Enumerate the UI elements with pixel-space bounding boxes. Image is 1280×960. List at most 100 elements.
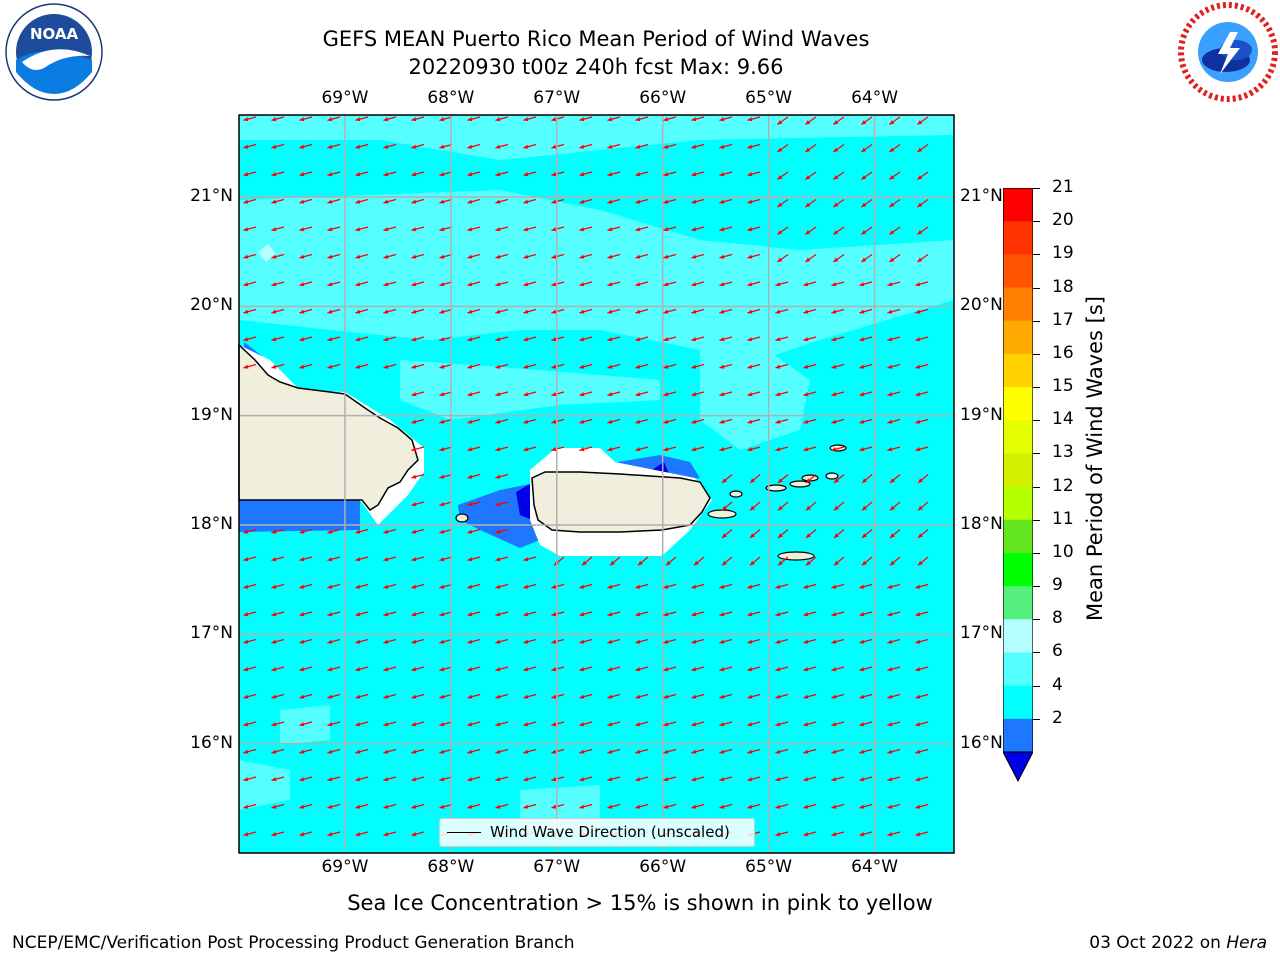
wind-wave-arrowhead: [663, 309, 669, 314]
wind-wave-arrowhead: [243, 612, 249, 617]
wind-wave-arrowhead: [439, 144, 445, 149]
wind-wave-arrowhead: [439, 227, 445, 232]
wind-wave-arrowhead: [803, 722, 809, 727]
colorbar-tick-mark: [1033, 718, 1040, 720]
wind-wave-arrowhead: [747, 337, 753, 342]
wind-wave-arrowhead: [607, 144, 613, 149]
wind-wave-arrowhead: [663, 199, 669, 204]
wind-wave-arrowhead: [327, 529, 333, 534]
wind-wave-arrowhead: [467, 502, 473, 507]
wind-wave-arrowhead: [719, 694, 725, 699]
wind-wave-arrowhead: [889, 175, 895, 180]
wind-wave-arrowhead: [719, 804, 725, 809]
wind-wave-arrowhead: [747, 667, 753, 672]
wind-wave-arrowhead: [523, 749, 529, 754]
wind-wave-arrowhead: [383, 529, 389, 534]
wind-wave-arrowhead: [887, 777, 893, 782]
footer-date-text: 03 Oct 2022 on: [1089, 933, 1227, 953]
light-period-patch-3: [400, 360, 660, 420]
wind-wave-arrowhead: [551, 419, 557, 424]
wind-wave-arrowhead: [271, 557, 277, 562]
wind-wave-arrowhead: [607, 419, 613, 424]
wind-wave-arrowhead: [831, 337, 837, 342]
wind-wave-arrowhead: [887, 309, 893, 314]
lat-tick-left: 21°N: [190, 186, 233, 206]
wind-wave-arrowhead: [887, 584, 893, 589]
colorbar-segment: [1003, 619, 1033, 653]
wind-wave-arrowhead: [467, 227, 473, 232]
wind-wave-arrowhead: [635, 584, 641, 589]
wind-wave-arrowhead: [327, 364, 333, 369]
wind-wave-arrowhead: [887, 419, 893, 424]
wind-wave-arrowhead: [607, 117, 613, 122]
wind-wave-arrowhead: [411, 722, 417, 727]
wind-wave-arrowhead: [915, 832, 921, 837]
wind-wave-arrowhead: [806, 533, 811, 538]
wind-wave-arrowhead: [607, 282, 613, 287]
wind-wave-arrowhead: [833, 175, 839, 180]
light-period-patch-1: [239, 190, 954, 360]
wind-wave-arrowhead: [806, 560, 811, 566]
wind-wave-arrowhead: [859, 612, 865, 617]
wind-wave-arrowhead: [411, 584, 417, 589]
wind-wave-arrowhead: [299, 337, 305, 342]
wind-wave-arrowhead: [551, 804, 557, 809]
wind-wave-arrowhead: [439, 777, 445, 782]
wind-wave-arrowhead: [467, 722, 473, 727]
wind-wave-arrowhead: [834, 533, 839, 538]
wind-wave-arrowhead: [635, 364, 641, 369]
wind-wave-arrowhead: [691, 667, 697, 672]
colorbar-segment: [1003, 188, 1033, 222]
wind-wave-arrowhead: [383, 832, 389, 837]
wind-wave-arrowhead: [271, 694, 277, 699]
wind-wave-arrowhead: [663, 144, 669, 149]
wind-wave-arrowhead: [495, 227, 501, 232]
wind-wave-arrowhead: [861, 257, 867, 262]
wind-wave-arrowhead: [803, 364, 809, 369]
small-island-4: [789, 480, 811, 488]
lon-tick-top: 69°W: [321, 88, 369, 108]
wind-wave-arrowhead: [467, 337, 473, 342]
chart-title: GEFS MEAN Puerto Rico Mean Period of Win…: [322, 27, 870, 51]
wind-wave-arrowhead: [663, 447, 669, 452]
wind-wave-arrowhead: [383, 667, 389, 672]
small-island-8: [777, 551, 815, 561]
wind-wave-arrowhead: [551, 172, 557, 177]
colorbar-segment: [1003, 652, 1033, 687]
wind-wave-arrowhead: [411, 172, 417, 177]
wind-wave-arrowhead: [523, 392, 529, 397]
wind-wave-arrowhead: [635, 227, 641, 232]
wind-wave-arrowhead: [859, 419, 865, 424]
wind-wave-arrowhead: [243, 639, 249, 644]
wind-wave-arrowhead: [831, 364, 837, 369]
wind-wave-arrowhead: [551, 392, 557, 397]
wind-wave-arrowhead: [523, 584, 529, 589]
wind-wave-arrowhead: [467, 612, 473, 617]
wind-wave-arrowhead: [355, 337, 361, 342]
wind-wave-arrowhead: [917, 202, 923, 207]
wind-wave-arrowhead: [523, 282, 529, 287]
footer-host: Hera: [1226, 933, 1267, 953]
wind-wave-arrowhead: [355, 612, 361, 617]
wind-wave-arrowhead: [411, 694, 417, 699]
wind-wave-arrowhead: [805, 120, 811, 125]
wind-wave-arrowhead: [327, 337, 333, 342]
wind-wave-arrowhead: [467, 584, 473, 589]
wind-wave-arrowhead: [467, 144, 473, 149]
wind-wave-arrowhead: [915, 337, 921, 342]
wind-wave-arrowhead: [523, 364, 529, 369]
wind-wave-arrowhead: [355, 309, 361, 314]
wind-wave-arrowhead: [915, 667, 921, 672]
wind-wave-arrowhead: [915, 804, 921, 809]
wind-wave-arrowhead: [271, 199, 277, 204]
wind-wave-arrowhead: [299, 694, 305, 699]
wind-wave-arrowhead: [775, 722, 781, 727]
wind-wave-arrowhead: [383, 804, 389, 809]
colorbar-tick: 19: [1052, 243, 1074, 264]
wind-wave-arrowhead: [243, 254, 249, 259]
wind-wave-arrowhead: [750, 533, 755, 538]
wind-wave-arrowhead: [495, 502, 501, 507]
wind-wave-arrowhead: [607, 584, 613, 589]
wind-wave-arrowhead: [523, 667, 529, 672]
wind-wave-arrowhead: [495, 199, 501, 204]
